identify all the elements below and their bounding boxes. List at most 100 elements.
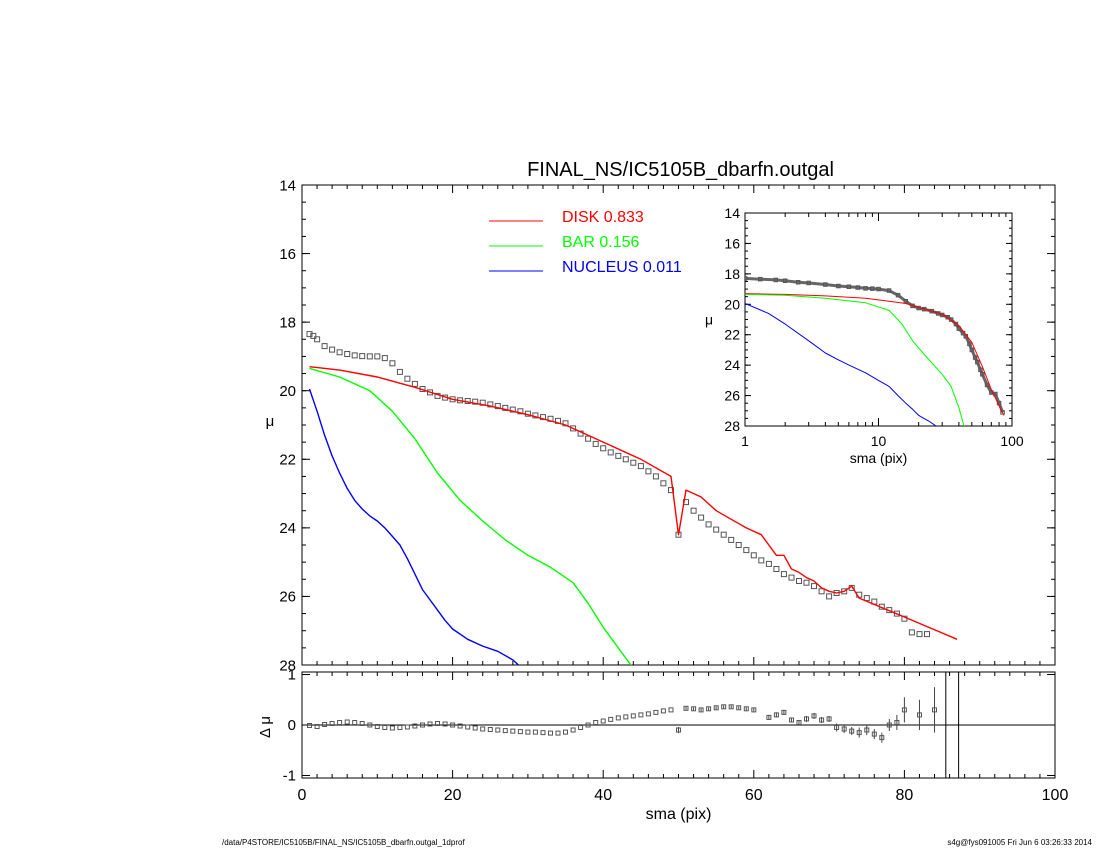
inset-data-point: [806, 280, 811, 286]
residual-point: [653, 709, 659, 715]
y-axis-label: μ: [266, 413, 275, 430]
residual-point: [683, 705, 689, 711]
data-point: [660, 480, 667, 487]
data-point: [502, 404, 509, 411]
inset-y-tick-label: 16: [724, 235, 740, 251]
residual-y-tick-label: 0: [288, 717, 296, 734]
inset-series-line-nucleus: [745, 303, 937, 426]
inset-data-point: [863, 286, 868, 291]
y-tick-label: 24: [279, 520, 296, 537]
data-point: [698, 514, 705, 521]
residual-point: [435, 721, 440, 726]
y-tick-label: 20: [279, 383, 296, 400]
residual-point: [412, 723, 418, 729]
residual-point: [743, 706, 749, 712]
data-point: [743, 547, 750, 554]
inset-data-point: [1000, 410, 1005, 415]
inset-data-point: [984, 382, 990, 388]
inset-background: [745, 213, 1012, 426]
data-point: [366, 353, 373, 360]
residual-point: [608, 716, 614, 722]
data-point: [585, 435, 592, 442]
data-point: [314, 336, 321, 343]
y-tick-label: 16: [279, 246, 296, 263]
residual-point: [773, 712, 779, 718]
residual-point: [871, 731, 877, 737]
data-point: [637, 463, 644, 470]
inset-y-tick-label: 20: [724, 296, 740, 312]
data-point: [600, 445, 607, 452]
residual-point: [540, 730, 546, 736]
residual-point: [751, 707, 757, 713]
residual-point: [450, 722, 456, 728]
inset-data-point: [823, 282, 828, 287]
residual-point: [517, 729, 523, 735]
residual-point: [796, 720, 802, 725]
data-point: [310, 332, 317, 339]
x-tick-label: 100: [1042, 787, 1069, 804]
inset-y-tick-label: 26: [724, 388, 740, 404]
residual-point: [811, 713, 817, 719]
residual-point: [337, 720, 343, 725]
inset-x-tick-label: 100: [1000, 433, 1024, 449]
data-point: [494, 403, 501, 410]
inset-data-point: [782, 278, 788, 283]
data-point: [622, 456, 629, 463]
residual-point: [367, 722, 373, 728]
residual-point: [766, 714, 772, 720]
data-point: [652, 473, 659, 480]
inset-x-axis-label: sma (pix): [850, 450, 908, 466]
residual-point: [676, 727, 681, 733]
data-point: [472, 398, 479, 405]
residual-point: [578, 725, 584, 730]
x-axis-label: sma (pix): [646, 806, 712, 823]
residual-point: [736, 705, 742, 711]
data-point: [351, 352, 358, 359]
data-point: [344, 351, 351, 357]
residual-point: [465, 724, 471, 730]
data-point: [630, 459, 637, 466]
residual-y-tick-label: 1: [288, 667, 296, 684]
inset-data-point: [773, 277, 778, 283]
data-point: [908, 629, 915, 636]
residual-point: [442, 721, 448, 727]
residual-point: [879, 735, 885, 741]
data-point: [615, 452, 622, 459]
residual-point: [849, 728, 855, 734]
residual-point: [404, 724, 410, 730]
x-tick-label: 60: [745, 787, 763, 804]
residual-point: [713, 705, 719, 711]
residual-point: [781, 709, 787, 715]
data-point: [750, 552, 757, 559]
residual-point: [389, 725, 395, 731]
residual-point: [352, 720, 358, 725]
data-point: [396, 368, 403, 375]
residual-point: [645, 711, 651, 717]
residual-point: [510, 728, 516, 734]
residual-point: [691, 706, 697, 712]
data-point: [826, 593, 833, 600]
residual-point: [570, 727, 576, 733]
data-point: [411, 380, 418, 387]
data-point: [713, 526, 720, 533]
residual-point: [563, 729, 568, 735]
data-point: [359, 353, 366, 360]
y-tick-label: 28: [279, 657, 296, 674]
series-line-bar: [309, 367, 632, 665]
residual-point: [502, 728, 508, 734]
residual-point: [480, 726, 486, 732]
residual-point: [894, 720, 900, 725]
legend-label-bar: BAR 0.156: [562, 234, 639, 251]
residual-point: [804, 716, 809, 722]
y-tick-label: 22: [279, 452, 296, 469]
data-point: [607, 449, 614, 456]
data-point: [758, 557, 765, 564]
data-point: [306, 331, 313, 338]
data-point: [329, 346, 336, 353]
inset-data-point: [795, 280, 801, 285]
data-point: [374, 353, 381, 360]
data-point: [803, 579, 810, 586]
residual-point: [623, 714, 629, 720]
inset-data-point: [745, 276, 748, 281]
